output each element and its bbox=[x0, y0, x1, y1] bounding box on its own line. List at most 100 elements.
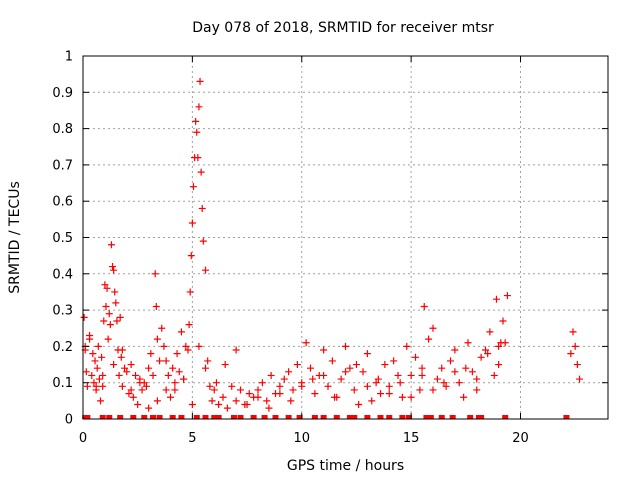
data-point bbox=[99, 371, 107, 379]
data-point bbox=[138, 386, 146, 394]
data-point bbox=[368, 397, 376, 405]
data-point bbox=[118, 346, 126, 354]
data-point bbox=[83, 382, 91, 390]
data-point bbox=[125, 390, 133, 398]
data-point bbox=[352, 361, 360, 369]
data-point-zero bbox=[386, 415, 393, 419]
data-point bbox=[187, 252, 195, 260]
data-point bbox=[110, 266, 118, 274]
data-points bbox=[80, 77, 584, 419]
data-point bbox=[171, 386, 179, 394]
data-point-zero bbox=[106, 415, 113, 419]
data-point bbox=[377, 390, 384, 398]
x-tick-label: 20 bbox=[512, 431, 529, 446]
data-point-zero bbox=[285, 415, 292, 419]
data-point bbox=[425, 335, 433, 343]
data-point bbox=[390, 357, 398, 365]
data-point bbox=[263, 397, 271, 405]
data-point bbox=[180, 375, 188, 383]
data-point bbox=[175, 368, 183, 376]
data-point bbox=[420, 302, 428, 310]
data-point-zero bbox=[502, 415, 509, 419]
data-point bbox=[145, 364, 153, 372]
y-tick-label: 1 bbox=[65, 50, 73, 65]
data-point bbox=[293, 361, 301, 369]
data-point bbox=[418, 371, 426, 379]
y-tick-label: 0.7 bbox=[52, 158, 73, 173]
data-point bbox=[99, 382, 107, 390]
data-point bbox=[359, 368, 367, 376]
data-point bbox=[80, 313, 88, 321]
data-point-zero bbox=[156, 415, 163, 419]
data-point-zero bbox=[230, 415, 237, 419]
data-point-zero bbox=[250, 415, 257, 419]
data-point-zero bbox=[351, 415, 358, 419]
data-point bbox=[350, 386, 358, 394]
data-point-zero bbox=[333, 415, 340, 419]
data-point bbox=[398, 393, 406, 401]
data-point bbox=[477, 353, 485, 361]
data-point bbox=[576, 375, 584, 383]
data-point-zero bbox=[427, 415, 434, 419]
data-point bbox=[418, 364, 426, 372]
data-point bbox=[167, 393, 174, 401]
data-point bbox=[208, 397, 216, 405]
data-point-zero bbox=[169, 415, 176, 419]
data-point-zero bbox=[193, 415, 200, 419]
data-point bbox=[219, 393, 227, 401]
data-point-zero bbox=[311, 415, 318, 419]
data-point bbox=[287, 397, 295, 405]
data-point bbox=[193, 128, 201, 136]
data-point bbox=[196, 77, 204, 85]
data-point bbox=[106, 321, 114, 329]
data-point-zero bbox=[405, 415, 412, 419]
data-point bbox=[473, 375, 481, 383]
data-point bbox=[473, 386, 481, 394]
data-point bbox=[186, 288, 194, 296]
data-point-zero bbox=[449, 415, 456, 419]
data-point bbox=[169, 364, 177, 372]
data-point bbox=[92, 382, 100, 390]
data-point bbox=[407, 393, 415, 401]
data-point bbox=[149, 371, 157, 379]
data-point-zero bbox=[150, 415, 156, 419]
data-point bbox=[145, 404, 153, 412]
data-point-zero bbox=[99, 415, 106, 419]
data-point bbox=[142, 382, 150, 390]
data-point bbox=[104, 335, 112, 343]
data-point bbox=[192, 117, 200, 125]
data-point bbox=[407, 371, 415, 379]
data-point bbox=[442, 382, 450, 390]
data-point bbox=[372, 379, 380, 387]
data-point bbox=[151, 270, 159, 278]
data-point-zero bbox=[377, 415, 384, 419]
data-point bbox=[115, 371, 123, 379]
data-point bbox=[202, 364, 209, 372]
data-point bbox=[118, 382, 126, 390]
y-tick-label: 0.4 bbox=[52, 267, 73, 282]
data-point bbox=[254, 386, 262, 394]
data-point bbox=[499, 317, 507, 325]
data-point bbox=[385, 382, 393, 390]
data-point bbox=[567, 350, 575, 358]
data-point-zero bbox=[141, 415, 148, 419]
data-point bbox=[95, 375, 103, 383]
data-point bbox=[571, 342, 579, 350]
data-point bbox=[394, 371, 402, 379]
data-point bbox=[245, 390, 253, 398]
data-point bbox=[285, 368, 293, 376]
data-point bbox=[468, 368, 476, 376]
data-point bbox=[89, 350, 97, 358]
data-point bbox=[116, 313, 124, 321]
data-point bbox=[112, 299, 120, 307]
data-point bbox=[82, 368, 90, 376]
data-point bbox=[97, 397, 104, 405]
data-point-zero bbox=[399, 415, 406, 419]
data-point bbox=[177, 328, 185, 336]
data-point bbox=[363, 350, 371, 358]
data-point bbox=[153, 335, 161, 343]
data-point bbox=[223, 404, 231, 412]
data-point bbox=[184, 346, 192, 354]
data-point bbox=[94, 342, 102, 350]
